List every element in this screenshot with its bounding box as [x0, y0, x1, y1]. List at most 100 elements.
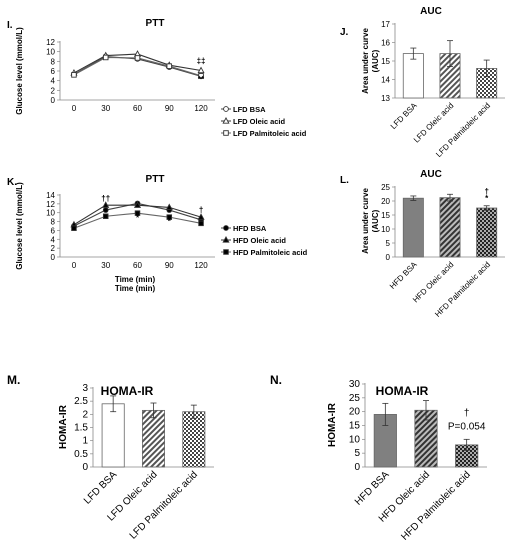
data-point [166, 214, 173, 220]
y-tick-label: 20 [349, 407, 361, 418]
y-tick-label: 14 [46, 191, 55, 200]
data-point [102, 54, 109, 61]
data-point [102, 207, 109, 213]
y-tick-label: 8 [51, 57, 56, 66]
category-label: HFD BSA [353, 469, 392, 508]
y-tick-label: 10 [46, 48, 55, 57]
panel-label: I. [7, 20, 13, 31]
significance-annotation: † [199, 206, 203, 215]
x-tick-label: 60 [133, 104, 142, 113]
significance-annotation: P=0.054 [448, 422, 486, 433]
y-tick-label: 10 [46, 209, 55, 218]
chart-title: AUC [420, 6, 442, 17]
bar [476, 207, 498, 258]
legend-entry: LFD Oleic acid [233, 117, 286, 126]
series-2 [71, 210, 204, 231]
y-tick-label: 15 [381, 57, 390, 66]
y-tick-label: 0 [51, 96, 56, 105]
bar [101, 403, 125, 468]
y-tick-label: 2 [82, 409, 88, 420]
y-tick-label: 12 [46, 200, 55, 209]
data-point [71, 72, 77, 78]
x-axis-label: Time (min) [115, 275, 156, 284]
panel-l: L. AUC Area under curve(AUC) 0 5 10 15 20 25 HFD … [340, 169, 505, 319]
significance-annotation: * [136, 214, 140, 223]
panel-label: K. [7, 177, 17, 188]
legend-entry: LFD BSA [233, 105, 266, 114]
legend-marker [222, 236, 230, 243]
y-tick-label: 4 [51, 235, 56, 244]
chart-title: HOMA-IR [101, 384, 154, 398]
y-tick-label: 2 [51, 86, 56, 95]
legend-marker [223, 225, 229, 231]
data-point [134, 210, 141, 216]
x-tick-label: 60 [133, 261, 142, 270]
significance-annotation: ** [198, 75, 205, 84]
legend-marker [222, 117, 230, 124]
y-tick-label: 30 [349, 379, 361, 390]
y-tick-label: 0 [82, 462, 88, 473]
y-tick-label: 3 [82, 383, 88, 394]
x-tick-label: 90 [165, 104, 174, 113]
y-tick-label: 2 [51, 244, 56, 253]
bar [402, 197, 424, 258]
y-axis-label: HOMA-IR [58, 404, 69, 449]
legend-marker [223, 249, 229, 255]
chart-title: AUC [420, 169, 442, 180]
y-tick-label: 0 [354, 462, 360, 473]
y-tick-label: 6 [51, 226, 56, 235]
category-label: LFD Palmitoleic acid [128, 469, 200, 541]
y-tick-label: 15 [381, 211, 390, 220]
x-tick-label: 90 [165, 261, 174, 270]
y-tick-label: 12 [46, 38, 55, 47]
y-tick-label: 15 [349, 421, 361, 432]
y-tick-label: 10 [349, 434, 361, 445]
data-point [102, 213, 109, 220]
y-tick-label: 5 [386, 239, 391, 248]
bar [182, 411, 206, 468]
panel-label: J. [340, 27, 349, 38]
y-tick-label: 13 [381, 94, 390, 103]
data-point [71, 225, 77, 231]
legend-entry: LFD Palmitoleic acid [233, 129, 307, 138]
data-point [102, 201, 110, 208]
category-label: LFD BSA [82, 469, 119, 506]
y-tick-label: 6 [51, 67, 56, 76]
x-tick-label: 0 [72, 261, 77, 270]
chart-title: HOMA-IR [376, 384, 429, 398]
significance-annotation: † [484, 187, 488, 196]
bar [142, 409, 165, 468]
x-tick-label: 0 [72, 104, 77, 113]
significance-annotation: † [464, 408, 470, 419]
significance-annotation: * [168, 217, 172, 226]
category-label: HFD Palmitoleic acid [399, 469, 472, 542]
legend-marker [223, 106, 229, 112]
panel-j: J. AUC Area under curve(AUC)13 14 15 16 17 LFD … [340, 6, 505, 159]
y-tick-label: 1.5 [74, 423, 88, 434]
y-axis-label: HOMA-IR [327, 402, 338, 447]
bar [439, 197, 461, 258]
y-tick-label: 16 [381, 39, 390, 48]
significance-annotation: * [485, 194, 489, 203]
panel-label: L. [340, 175, 349, 186]
y-axis-label: Area under curve(AUC) [361, 188, 380, 254]
data-point [198, 220, 204, 227]
y-tick-label: 25 [381, 183, 390, 192]
data-point [197, 66, 205, 74]
y-tick-label: 4 [51, 77, 56, 86]
chart-title: PTT [146, 18, 165, 29]
x-tick-label: 30 [101, 261, 110, 270]
x-tick-label: 120 [194, 261, 208, 270]
y-tick-label: 20 [381, 197, 390, 206]
legend-entry: HFD Palmitoleic acid [233, 248, 308, 257]
data-point [197, 213, 205, 220]
y-tick-label: 1 [82, 436, 88, 447]
y-tick-label: 0.5 [74, 449, 88, 460]
y-tick-label: 10 [381, 225, 390, 234]
series-2 [71, 54, 204, 79]
y-axis-label: Area under curve(AUC) [361, 28, 380, 94]
legend-marker [223, 130, 229, 136]
